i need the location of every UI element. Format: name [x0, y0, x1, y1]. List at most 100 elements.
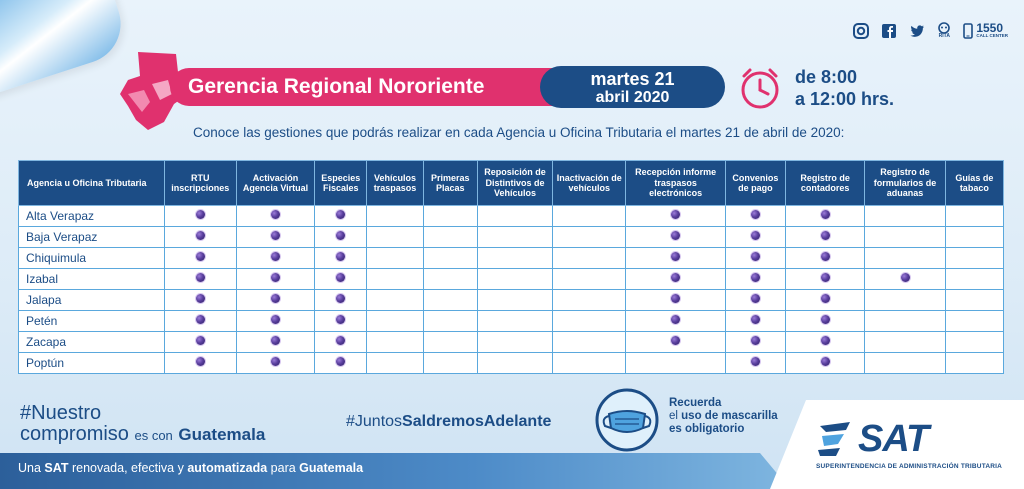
column-header: Especies Fiscales — [314, 160, 368, 206]
hashtag-compromiso: #Nuestro compromiso es con Guatemala — [20, 403, 265, 446]
table-cell — [366, 352, 424, 374]
available-bullet-icon — [820, 231, 830, 240]
call-center-number: 1550 — [976, 21, 1004, 36]
call-center-text: 1550 CALL CENTER — [976, 22, 1008, 39]
available-bullet-icon — [195, 294, 205, 303]
available-bullet-icon — [750, 294, 760, 303]
table-cell — [724, 205, 787, 227]
available-bullet-icon — [336, 357, 346, 366]
table-cell — [476, 268, 554, 290]
available-bullet-icon — [900, 273, 910, 282]
facebook-icon[interactable] — [881, 23, 897, 39]
table-cell — [724, 247, 787, 269]
date-line1: martes 21 — [590, 69, 675, 89]
available-bullet-icon — [820, 315, 830, 324]
table-cell — [785, 331, 866, 353]
table-cell — [625, 310, 726, 332]
hashtag1-a: #Nuestro — [20, 402, 102, 424]
mask-reminder: Recuerda el uso de mascarilla es obligat… — [669, 397, 778, 436]
band-d: automatizada — [187, 461, 268, 475]
table-cell — [864, 205, 946, 227]
table-cell — [785, 268, 866, 290]
table-cell — [552, 352, 627, 374]
available-bullet-icon — [671, 294, 681, 303]
table-cell — [944, 331, 1005, 353]
table-cell — [552, 310, 627, 332]
table-cell — [476, 352, 554, 374]
hashtag2-b: Saldremos — [402, 413, 484, 430]
column-header: Inactivación de vehículos — [552, 160, 627, 206]
agency-name: Baja Verapaz — [18, 226, 165, 248]
slogan-band: Una SAT renovada, efectiva y automatizad… — [0, 453, 790, 489]
available-bullet-icon — [820, 336, 830, 345]
call-center-link[interactable]: 1550 CALL CENTER — [963, 22, 1008, 39]
table-cell — [944, 310, 1005, 332]
band-c: renovada, efectiva y — [68, 461, 188, 475]
call-center-label: CALL CENTER — [976, 33, 1008, 39]
available-bullet-icon — [195, 315, 205, 324]
hours-line1: de 8:00 — [795, 67, 858, 87]
table-cell — [864, 352, 946, 374]
available-bullet-icon — [271, 336, 281, 345]
table-cell — [366, 289, 424, 311]
instagram-icon[interactable] — [853, 22, 870, 39]
available-bullet-icon — [750, 210, 760, 219]
table-cell — [163, 352, 237, 374]
table-cell — [235, 352, 316, 374]
table-cell — [864, 310, 946, 332]
rita-icon — [938, 22, 951, 34]
mask-line2a: el — [669, 410, 682, 422]
rita-button[interactable]: RITA — [937, 22, 951, 39]
table-cell — [314, 352, 368, 374]
agency-name: Poptún — [18, 352, 165, 374]
table-cell — [785, 205, 866, 227]
column-header: Convenios de pago — [724, 160, 787, 206]
table-cell — [625, 289, 726, 311]
hashtag1-c: es con — [134, 428, 173, 443]
table-row: Zacapa — [18, 331, 1005, 353]
table-cell — [235, 289, 316, 311]
agency-name: Chiquimula — [18, 247, 165, 269]
table-cell — [366, 226, 424, 248]
table-cell — [422, 226, 478, 248]
available-bullet-icon — [195, 231, 205, 240]
agency-name: Zacapa — [18, 331, 165, 353]
table-cell — [163, 205, 237, 227]
table-cell — [785, 247, 866, 269]
table-cell — [163, 310, 237, 332]
table-cell — [552, 331, 627, 353]
table-cell — [235, 226, 316, 248]
table-cell — [163, 289, 237, 311]
table-cell — [163, 226, 237, 248]
twitter-icon[interactable] — [909, 23, 925, 39]
table-row: Alta Verapaz — [18, 205, 1005, 227]
table-cell — [314, 226, 368, 248]
table-cell — [476, 289, 554, 311]
available-bullet-icon — [750, 336, 760, 345]
table-cell — [476, 226, 554, 248]
table-cell — [724, 310, 787, 332]
available-bullet-icon — [820, 273, 830, 282]
table-cell — [864, 289, 946, 311]
table-cell — [366, 247, 424, 269]
available-bullet-icon — [336, 273, 346, 282]
table-row: Jalapa — [18, 289, 1005, 311]
available-bullet-icon — [671, 336, 681, 345]
band-f: Guatemala — [299, 461, 364, 475]
table-cell — [785, 352, 866, 374]
date-badge: martes 21 abril 2020 — [540, 66, 725, 108]
table-cell — [944, 205, 1005, 227]
table-cell — [552, 247, 627, 269]
table-cell — [785, 289, 866, 311]
table-cell — [625, 352, 726, 374]
table-cell — [235, 205, 316, 227]
available-bullet-icon — [336, 252, 346, 261]
table-cell — [864, 247, 946, 269]
table-cell — [864, 268, 946, 290]
table-cell — [422, 310, 478, 332]
available-bullet-icon — [671, 210, 681, 219]
available-bullet-icon — [671, 315, 681, 324]
available-bullet-icon — [195, 357, 205, 366]
table-row: Chiquimula — [18, 247, 1005, 269]
table-row: Izabal — [18, 268, 1005, 290]
